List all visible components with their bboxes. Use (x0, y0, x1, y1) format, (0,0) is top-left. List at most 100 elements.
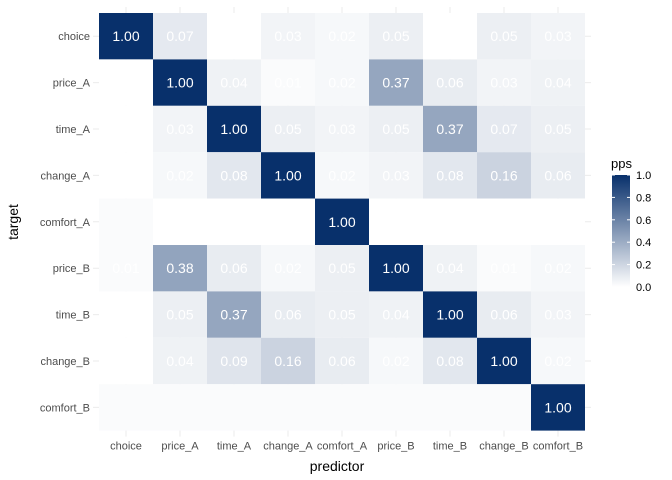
cell-value-label: 1.00 (274, 167, 301, 183)
heatmap-cell-comfort_B-comfort_B (531, 384, 585, 431)
heatmap-cell-time_A-price_A (153, 105, 207, 153)
heatmap-cell-comfort_B-change_A (261, 384, 315, 431)
cell-value-label: 0.37 (220, 307, 247, 323)
heatmap-cell-change_A-change_A (261, 152, 315, 199)
heatmap-cell-time_B-change_B (477, 291, 531, 338)
legend-tick-label: 0.2 (636, 260, 651, 272)
cell-value-label: 0.08 (436, 167, 463, 183)
heatmap-cell-comfort_B-time_B (423, 384, 477, 431)
x-tick-label: time_A (217, 441, 252, 453)
heatmap-cell-comfort_A-price_B (369, 198, 423, 245)
heatmap-cell-price_A-choice (99, 59, 153, 106)
heatmap-cell-change_B-choice (99, 337, 153, 385)
cell-value-labels: 1.00 0.07 0.03 0.02 0.05 0.05 0.03 1.00 0.04 0.01… (112, 28, 571, 415)
heatmap-cell-choice-price_B (369, 13, 423, 60)
x-tick-label: time_B (433, 441, 467, 453)
heatmap-cell-price_A-change_A (261, 59, 315, 106)
heatmap-cell-change_B-comfort_B (531, 337, 585, 385)
cell-value-label: 0.16 (490, 167, 517, 183)
heatmap-cell-choice-change_B (477, 13, 531, 60)
cell-value-label: 0.06 (490, 307, 517, 323)
y-tick-label: change_A (40, 170, 90, 182)
cell-value-label: 1.00 (328, 214, 355, 230)
heatmap-cell-change_B-time_A (207, 337, 261, 385)
cell-value-label: 0.02 (544, 260, 571, 276)
legend-tick-label: 0.4 (636, 237, 651, 249)
y-tick-label: price_A (53, 78, 91, 90)
heatmap-cell-price_B-time_B (423, 245, 477, 292)
legend-colorbar (612, 175, 630, 287)
heatmap-cell-price_B-change_A (261, 245, 315, 292)
legend-title: pps (611, 156, 632, 171)
x-axis-title: predictor (310, 458, 365, 474)
cell-value-label: 0.05 (328, 307, 355, 323)
y-tick-label: price_B (53, 263, 90, 275)
cell-value-label: 0.05 (382, 121, 409, 137)
cell-value-label: 0.02 (328, 167, 355, 183)
heatmap-cell-comfort_B-price_B (369, 384, 423, 431)
x-axis-tick-labels: choice price_A time_A change_A comfort_A pric… (110, 441, 583, 453)
heatmap-cell-comfort_A-time_A (207, 198, 261, 245)
y-tick-label: choice (58, 31, 90, 43)
heatmap-cell-price_B-time_A (207, 245, 261, 292)
heatmap-cell-time_B-price_B (369, 291, 423, 338)
cell-value-label: 0.02 (544, 353, 571, 369)
y-axis-tick-labels: choice price_A time_A change_A comfort_Apric… (40, 31, 91, 414)
heatmap-cell-change_B-time_B (423, 337, 477, 385)
cell-value-label: 0.04 (436, 260, 463, 276)
cell-value-label: 0.09 (220, 353, 247, 369)
y-tick-label: time_B (56, 310, 90, 322)
heatmap-cell-comfort_A-change_A (261, 198, 315, 245)
cell-value-label: 0.02 (382, 353, 409, 369)
heatmap-cell-time_A-choice (99, 105, 153, 153)
cell-value-label: 0.01 (112, 260, 139, 276)
heatmap-cell-change_A-time_B (423, 152, 477, 199)
cell-value-label: 0.03 (274, 28, 301, 44)
heatmap-cell-price_A-comfort_A (315, 59, 369, 106)
y-axis-title: target (5, 204, 21, 240)
cell-value-label: 0.07 (166, 28, 193, 44)
heatmap-cell-price_A-comfort_B (531, 59, 585, 106)
cell-value-label: 0.04 (544, 75, 571, 91)
cell-value-label: 0.02 (166, 167, 193, 183)
heatmap-cell-time_A-comfort_B (531, 105, 585, 153)
heatmap-cell-time_B-time_B (423, 291, 477, 338)
x-tick-label: price_B (377, 441, 414, 453)
legend-tick-label: 0.8 (636, 192, 651, 204)
heatmap-cell-choice-time_B (423, 13, 477, 60)
heatmap-cell-choice-time_A (207, 13, 261, 60)
cell-value-label: 0.01 (490, 260, 517, 276)
cell-value-label: 1.00 (490, 353, 517, 369)
cell-value-label: 1.00 (112, 28, 139, 44)
y-tick-label: change_B (40, 356, 90, 368)
heatmap-cell-price_B-price_A (153, 245, 207, 292)
color-legend: pps 0.0 0.2 0.4 0.6 0.8 1.0 (611, 156, 651, 294)
heatmap-cell-comfort_A-time_B (423, 198, 477, 245)
cell-value-label: 0.37 (382, 75, 409, 91)
cell-value-label: 0.08 (220, 167, 247, 183)
heatmap-cell-choice-comfort_B (531, 13, 585, 60)
cell-value-label: 0.01 (274, 75, 301, 91)
heatmap-cell-time_A-change_B (477, 105, 531, 153)
cell-value-label: 0.03 (544, 28, 571, 44)
heatmap-cell-change_B-change_B (477, 337, 531, 385)
heatmap-cell-time_A-comfort_A (315, 105, 369, 153)
heatmap-cell-change_A-comfort_B (531, 152, 585, 199)
cell-value-label: 0.06 (544, 167, 571, 183)
heatmap-cell-time_A-time_A (207, 105, 261, 153)
heatmap-cell-change_B-price_A (153, 337, 207, 385)
cell-value-label: 0.05 (544, 121, 571, 137)
cell-value-label: 1.00 (166, 75, 193, 91)
heatmap-cell-change_A-comfort_A (315, 152, 369, 199)
heatmap-cell-price_A-time_B (423, 59, 477, 106)
heatmap-cell-comfort_B-comfort_A (315, 384, 369, 431)
heatmap-cells (99, 13, 585, 431)
heatmap-cell-price_B-comfort_A (315, 245, 369, 292)
cell-value-label: 1.00 (220, 121, 247, 137)
heatmap-cell-choice-comfort_A (315, 13, 369, 60)
heatmap-cell-time_B-change_A (261, 291, 315, 338)
heatmap-cell-time_B-time_A (207, 291, 261, 338)
cell-value-label: 0.07 (490, 121, 517, 137)
cell-value-label: 1.00 (436, 307, 463, 323)
